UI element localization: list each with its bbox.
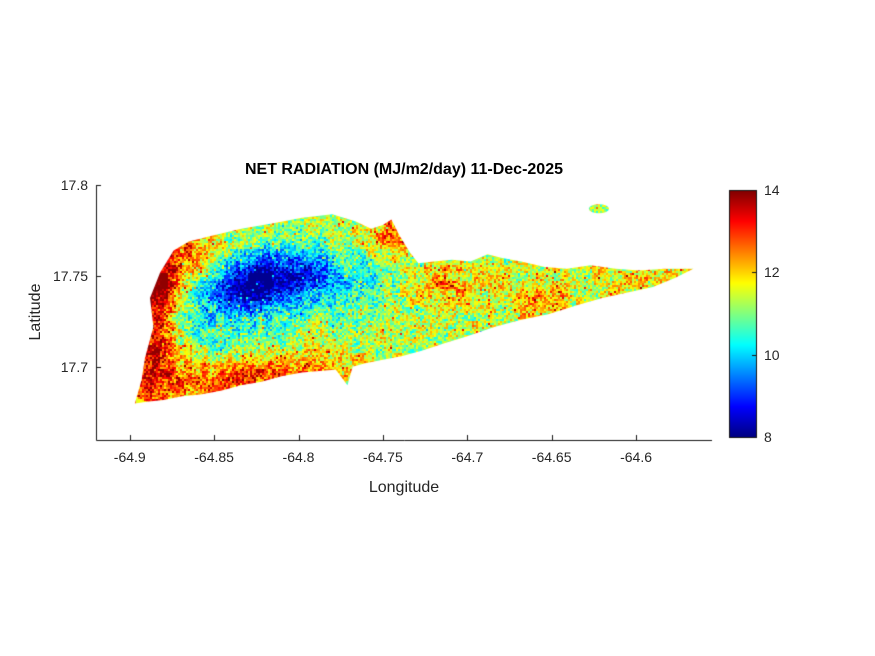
y-tick-label: 17.8 [60, 177, 88, 193]
colorbar-tick-label: 12 [764, 264, 780, 281]
x-axis-label: Longitude [368, 479, 440, 496]
x-tick-label: -64.8 [282, 449, 315, 465]
x-tick-label: -64.7 [451, 449, 484, 465]
chart-title: NET RADIATION (MJ/m2/day) 11-Dec-2025 [244, 161, 563, 178]
x-tick-label: -64.75 [363, 449, 403, 465]
colorbar-tick-label: 14 [764, 182, 780, 198]
x-tick-label: -64.9 [113, 449, 146, 465]
y-tick-label: 17.75 [52, 268, 88, 285]
colorbar-tick-label: 8 [764, 429, 772, 445]
y-axis-label: Latitude [27, 283, 44, 341]
x-tick-label: -64.85 [194, 449, 234, 465]
colorbar-tick-label: 10 [764, 346, 780, 363]
y-tick-label: 17.7 [60, 359, 88, 376]
x-tick-label: -64.65 [531, 449, 572, 465]
x-tick-label: -64.6 [620, 449, 653, 465]
